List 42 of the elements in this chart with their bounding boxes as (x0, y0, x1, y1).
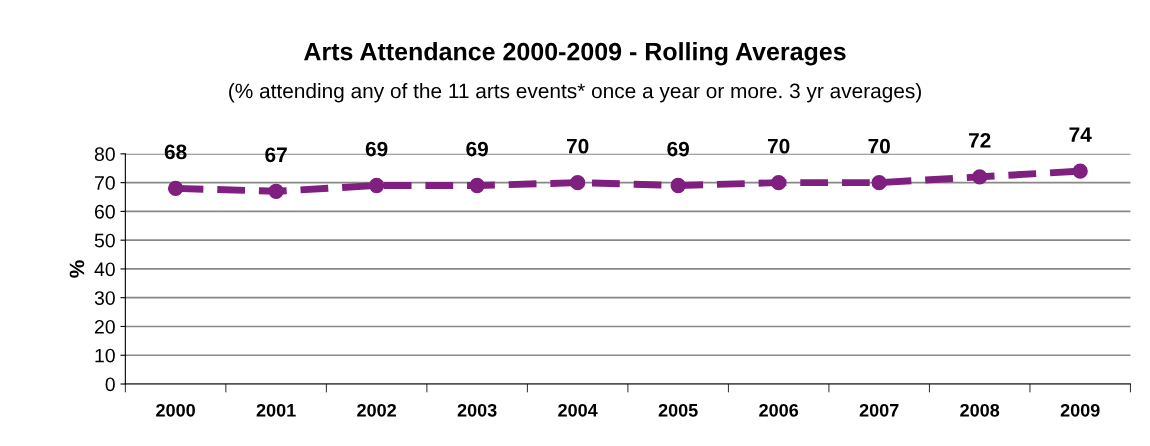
point (570, 174, 586, 191)
data-label: 72 (968, 133, 991, 148)
x-tick-label: 2001 (256, 403, 296, 417)
point (368, 177, 385, 194)
y-tick-label: 50 (94, 233, 115, 248)
point (268, 183, 284, 199)
x-tick-label: 2009 (1060, 403, 1100, 417)
y-tick-label: 40 (94, 262, 115, 277)
y-tick-label: 80 (94, 147, 115, 162)
data-label: 69 (466, 141, 488, 157)
point (871, 174, 887, 191)
data-label: 69 (667, 141, 689, 157)
chart-subtitle: (% attending any of the 11 arts events* once a year or more. 3 yr averages) (229, 83, 921, 103)
x-tick-label: 2007 (859, 403, 899, 417)
x-tick-label: 2006 (759, 403, 799, 417)
data-label: 68 (164, 144, 187, 160)
x-tick-label: 2004 (558, 403, 598, 417)
y-tick-label: 0 (105, 377, 115, 392)
y-tick-label: 10 (95, 348, 115, 363)
point (670, 177, 686, 194)
x-tick-label: 2002 (357, 403, 396, 417)
point (167, 180, 184, 197)
x-tick-label: 2003 (457, 403, 497, 417)
point (771, 174, 787, 191)
y-tick-label: 30 (94, 291, 115, 305)
x-tick-label: 2005 (658, 403, 698, 417)
data-label: 74 (1069, 127, 1092, 142)
data-label: 70 (566, 138, 589, 154)
data-label: 67 (265, 147, 287, 163)
point (469, 177, 485, 194)
data-label: 69 (365, 141, 388, 157)
data-label: 70 (767, 138, 790, 154)
chart-title: Arts Attendance 2000-2009 - Rolling Averages (304, 42, 846, 66)
y-tick-label: 70 (95, 176, 115, 190)
y-tick-label: 60 (94, 204, 115, 219)
y-axis-title: % (69, 260, 85, 278)
point (972, 169, 988, 185)
x-tick-label: 2000 (156, 403, 195, 417)
y-tick-label: 20 (94, 319, 115, 334)
point (1072, 163, 1088, 179)
data-label: 70 (868, 138, 890, 154)
x-tick-label: 2008 (960, 403, 1000, 417)
